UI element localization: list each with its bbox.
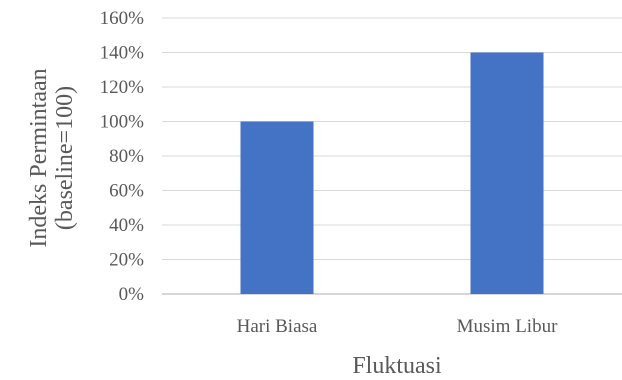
x-tick-label: Hari Biasa <box>237 316 318 337</box>
y-tick-label: 0% <box>119 284 145 305</box>
y-tick-label: 40% <box>109 215 144 236</box>
y-tick-label: 80% <box>109 146 144 167</box>
y-tick-label: 60% <box>109 181 144 202</box>
y-tick-label: 120% <box>100 77 145 98</box>
y-tick-labels: 0% 20% 40% 60% 80% 100% 120% 140% 160% <box>100 8 145 305</box>
y-tick-label: 140% <box>100 43 145 64</box>
x-axis-title: Fluktuasi <box>352 353 442 379</box>
y-tick-label: 20% <box>109 250 144 271</box>
y-tick-label: 160% <box>100 8 145 29</box>
bar <box>470 52 544 294</box>
x-tick-label: Musim Libur <box>457 316 558 337</box>
y-tick-label: 100% <box>100 112 145 133</box>
y-axis-title-line-2: (baseline=100) <box>52 86 78 230</box>
y-axis-title-line-1: Indeks Permintaan <box>26 68 52 247</box>
gridlines <box>162 17 622 295</box>
bars <box>240 52 544 294</box>
y-axis-title: Indeks Permintaan (baseline=100) <box>26 68 78 247</box>
x-tick-labels: Hari Biasa Musim Libur <box>237 316 558 337</box>
bar <box>240 121 314 294</box>
